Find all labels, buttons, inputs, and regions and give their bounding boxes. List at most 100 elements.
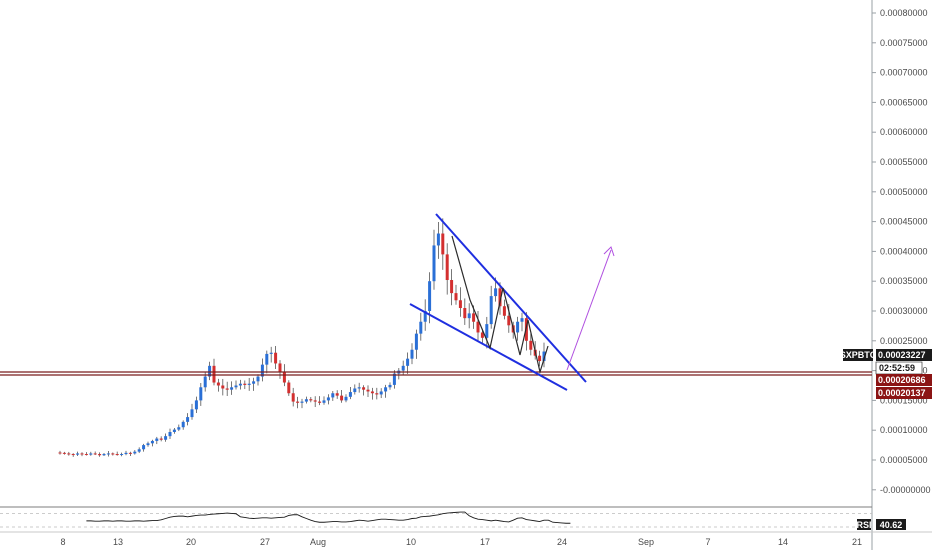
y-tick-label: 0.00055000 [880, 157, 928, 167]
candle-body [450, 280, 454, 294]
level-tag-box [876, 387, 932, 399]
candle-body [212, 365, 216, 383]
candle-body [287, 382, 291, 394]
candle-body [502, 306, 506, 316]
rsi-line [86, 511, 571, 524]
candle-body [291, 393, 295, 402]
candle-body [256, 376, 260, 382]
candle-body [423, 311, 427, 322]
candle-body [392, 373, 396, 385]
y-tick-label: 0.00050000 [880, 187, 928, 197]
chart-drawings [0, 213, 872, 391]
candle-body [62, 452, 66, 454]
candle-body [300, 401, 304, 403]
y-tick-label: 0.00045000 [880, 217, 928, 227]
candle-body [71, 454, 75, 456]
time-axis: 8 13 20 27 Aug 10 17 24 Sep 7 14 21 [60, 537, 862, 547]
rsi-label-box [857, 519, 871, 530]
candle-body [234, 385, 238, 388]
x-tick-label: 21 [852, 537, 862, 547]
x-tick-label: 24 [557, 537, 567, 547]
candle-body [89, 453, 93, 455]
candle-body [432, 245, 436, 282]
y-tick-label: 0.00040000 [880, 246, 928, 256]
candle-body [115, 454, 119, 456]
candle-body [489, 296, 493, 325]
candle-body [181, 421, 185, 428]
candle-body [520, 318, 524, 322]
x-tick-label: 14 [778, 537, 788, 547]
candle-body [76, 453, 80, 455]
price-candles [58, 218, 546, 457]
candle-body [357, 387, 361, 389]
candle-body [278, 363, 282, 372]
candle-body [106, 453, 110, 455]
candle-body [414, 333, 418, 350]
candle-body [335, 393, 339, 396]
y-tick-label: 0.00005000 [880, 455, 928, 465]
candle-body [362, 387, 366, 390]
x-tick-label: 8 [60, 537, 65, 547]
candle-body [84, 454, 88, 456]
candle-body [375, 393, 379, 395]
candle-body [428, 281, 432, 311]
candle-body [225, 388, 229, 390]
rsi-pane [0, 511, 872, 528]
candle-body [58, 452, 62, 454]
candle-body [216, 382, 220, 386]
candle-body [463, 308, 467, 319]
symbol-tag-box [843, 349, 873, 361]
candle-body [282, 371, 286, 383]
wedge-upper-line [435, 213, 587, 383]
level-tag-box [876, 374, 932, 386]
candle-body [98, 454, 102, 456]
level-tag: 0.00020686 [878, 375, 926, 385]
last-price-tag: 0.00023227 [878, 350, 926, 360]
candle-body [80, 453, 84, 455]
candle-body [458, 300, 462, 309]
rsi-value-box [876, 519, 906, 530]
candle-body [111, 453, 115, 455]
candle-body [265, 353, 269, 365]
candle-body [124, 452, 128, 455]
candle-body [406, 358, 410, 366]
y-tick-label: 0.00080000 [880, 8, 928, 18]
candle-body [419, 321, 423, 334]
x-tick-label: 17 [480, 537, 490, 547]
price-axis: 0.00080000 0.00075000 0.00070000 0.00065000… [872, 8, 931, 495]
candle-body [190, 409, 194, 418]
candle-body [296, 401, 300, 403]
candle-body [221, 385, 225, 389]
candle-body [260, 364, 264, 377]
candle-body [507, 315, 511, 326]
x-tick-label: 20 [186, 537, 196, 547]
candle-body [476, 321, 480, 333]
candle-body [401, 365, 405, 371]
candle-body [318, 401, 322, 403]
candle-body [348, 392, 352, 397]
candle-body [168, 431, 172, 437]
candle-body [485, 324, 489, 338]
candle-body [252, 381, 256, 384]
candle-body [159, 438, 163, 440]
candle-body [150, 440, 154, 444]
candle-body [304, 399, 308, 402]
candle-body [238, 383, 242, 386]
candle-body [164, 436, 168, 440]
last-price-box [876, 349, 932, 361]
candle-body [177, 427, 181, 430]
candle-body [137, 449, 141, 452]
y-tick-label: 0.00025000 [880, 336, 928, 346]
candle-body [133, 451, 137, 454]
candle-body [313, 400, 317, 402]
candle-body [172, 429, 176, 432]
candle-body [454, 293, 458, 301]
candle-body [410, 349, 414, 359]
x-tick-label: Aug [310, 537, 326, 547]
x-tick-label: 7 [705, 537, 710, 547]
candle-body [366, 389, 370, 392]
candle-body [516, 321, 520, 333]
candle-body [353, 388, 357, 393]
